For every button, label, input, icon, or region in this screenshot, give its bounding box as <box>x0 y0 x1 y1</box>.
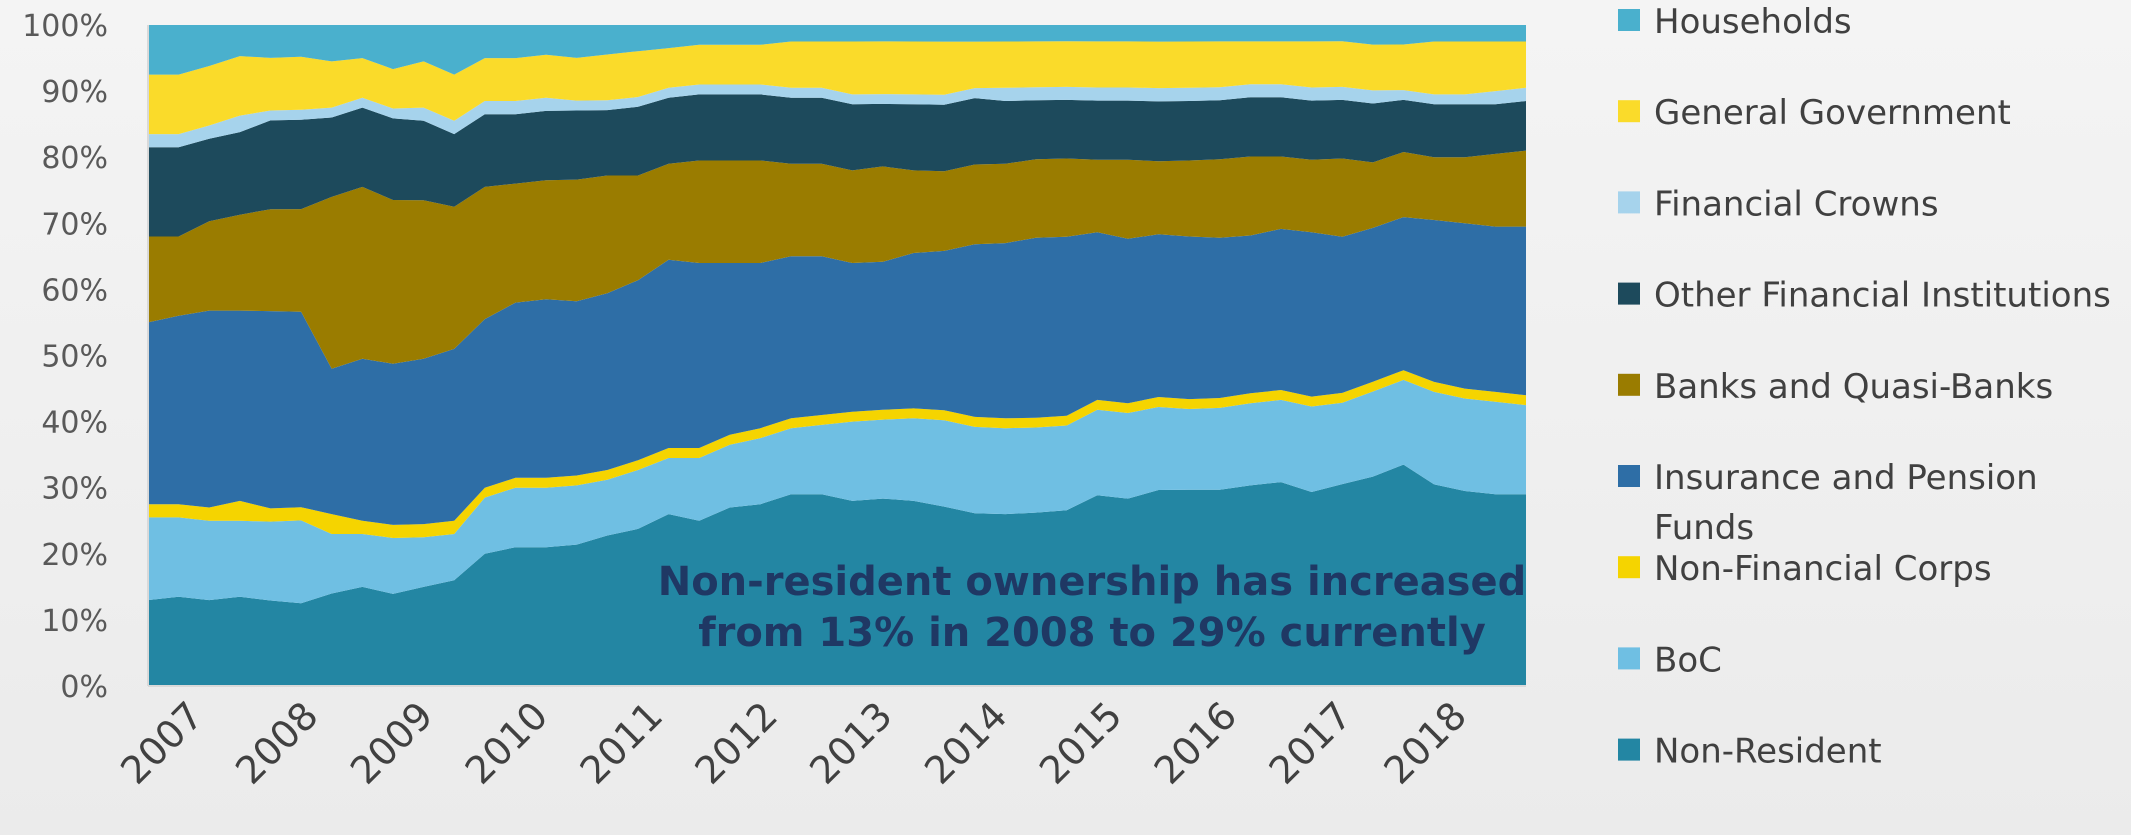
x-tick-label: 2013 <box>801 693 901 793</box>
legend-label: BoC <box>1654 640 1722 680</box>
legend-label: Banks and Quasi-Banks <box>1654 367 2053 407</box>
x-tick-label: 2008 <box>227 693 327 793</box>
x-tick-label: 2007 <box>112 693 212 793</box>
x-tick-label: 2017 <box>1261 693 1361 793</box>
chart-annotation: Non-resident ownership has increased fro… <box>658 559 1527 656</box>
legend-swatch <box>1618 647 1640 670</box>
legend-swatch <box>1618 191 1640 214</box>
legend-item-banks-and-quasi-banks: Banks and Quasi-Banks <box>1618 367 2053 407</box>
area-financial-crowns <box>148 84 1526 148</box>
legend-item-financial-crowns: Financial Crowns <box>1618 184 1939 224</box>
legend-label: Households <box>1654 2 1852 42</box>
area-other-financial-institutions <box>148 94 1526 237</box>
x-tick-label: 2011 <box>572 693 672 793</box>
x-tick-label: 2018 <box>1375 693 1475 793</box>
legend-item-other-financial-institutions: Other Financial Institutions <box>1618 276 2111 316</box>
area-series-group <box>148 25 1526 686</box>
y-tick-label: 80% <box>41 141 108 176</box>
annotation-line-2: from 13% in 2008 to 29% currently <box>698 610 1486 656</box>
legend-label: Other Financial Institutions <box>1654 276 2111 316</box>
y-tick-label: 0% <box>60 670 108 705</box>
legend-swatch <box>1618 100 1640 123</box>
area-households <box>148 25 1526 75</box>
x-tick-label: 2010 <box>457 693 557 793</box>
y-tick-label: 100% <box>22 9 108 44</box>
legend-swatch <box>1618 738 1640 761</box>
legend-item-insurance-and-pension-funds: Insurance and Pension Funds <box>1618 458 2038 548</box>
y-tick-label: 70% <box>41 207 108 242</box>
area-banks-and-quasi-banks <box>148 150 1526 369</box>
x-tick-label: 2016 <box>1146 693 1246 793</box>
area-boc <box>148 379 1526 604</box>
area-general-government <box>148 41 1526 135</box>
y-axis: 0% 10% 20% 30% 40% 50% 60% 70% 80% 90% 100% <box>22 9 108 705</box>
y-tick-label: 20% <box>41 538 108 573</box>
y-tick-label: 60% <box>41 273 108 308</box>
x-tick-label: 2009 <box>342 693 442 793</box>
y-tick-label: 50% <box>41 340 108 375</box>
area-non-resident <box>148 464 1526 686</box>
axis-lines <box>147 25 1526 687</box>
y-tick-label: 90% <box>41 75 108 110</box>
legend-label: General Government <box>1654 93 2011 133</box>
area-insurance-and-pension-funds <box>148 217 1526 525</box>
legend-item-boc: BoC <box>1618 640 1722 680</box>
legend-label: Non-Resident <box>1654 732 1882 772</box>
legend-item-non-resident: Non-Resident <box>1618 732 1882 772</box>
legend-swatch <box>1618 282 1640 305</box>
y-tick-label: 40% <box>41 406 108 441</box>
legend-label: Non-Financial Corps <box>1654 549 1992 589</box>
legend-label: Financial Crowns <box>1654 184 1939 224</box>
legend-swatch <box>1618 556 1640 579</box>
legend-swatch <box>1618 465 1640 487</box>
legend-label: Insurance and Pension <box>1654 458 2038 498</box>
legend-item-general-government: General Government <box>1618 93 2011 133</box>
legend-item-households: Households <box>1618 2 1852 42</box>
x-tick-label: 2012 <box>686 693 786 793</box>
x-tick-label: 2014 <box>916 693 1016 793</box>
legend-label: Funds <box>1654 508 1754 548</box>
legend-item-non-financial-corps: Non-Financial Corps <box>1618 549 1992 589</box>
legend-swatch <box>1618 373 1640 396</box>
y-tick-label: 10% <box>41 604 108 639</box>
x-tick-label: 2015 <box>1031 693 1131 793</box>
annotation-line-1: Non-resident ownership has increased <box>658 559 1527 605</box>
x-axis: 2007 2008 2009 2010 2011 2012 2013 2014 2015 2016… <box>112 693 1475 793</box>
legend-swatch <box>1618 9 1640 31</box>
legend: Households General Government Financial Cr… <box>1618 2 2111 772</box>
y-tick-label: 30% <box>41 472 108 507</box>
